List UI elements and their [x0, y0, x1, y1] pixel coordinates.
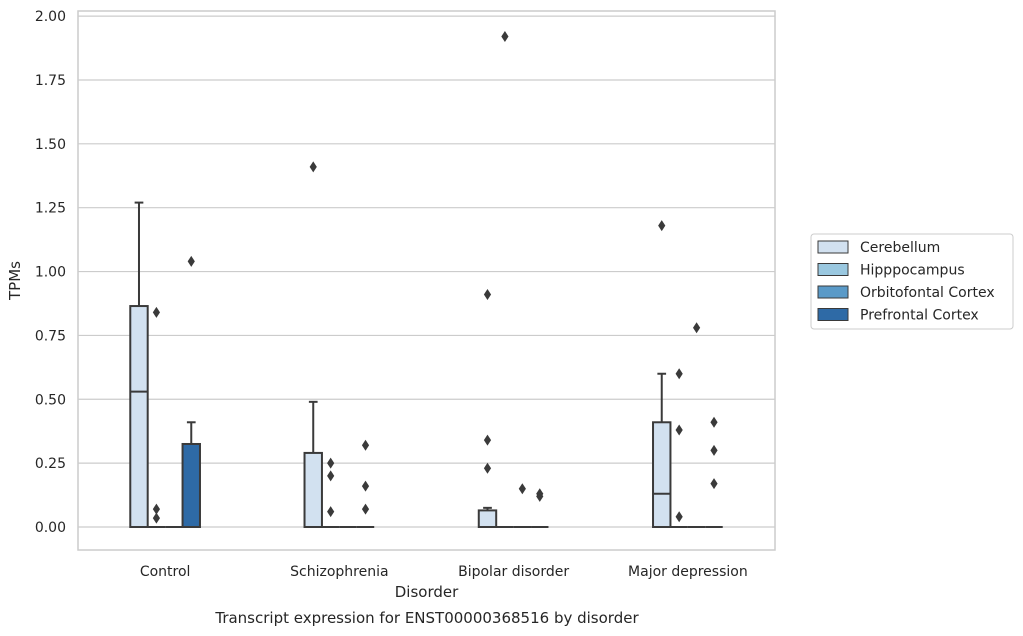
outlier-point	[361, 480, 370, 492]
outlier-point	[152, 306, 161, 318]
box-hipppocampus	[147, 306, 166, 529]
box-hipppocampus	[321, 457, 340, 529]
box-orbitofontal-cortex	[687, 322, 706, 529]
y-tick-label: 0.50	[35, 392, 66, 408]
legend-frame	[810, 233, 1014, 330]
outlier-point	[710, 444, 718, 456]
y-tick-label: 1.00	[35, 265, 66, 281]
y-tick-label: 1.25	[35, 201, 66, 217]
outlier-point	[483, 434, 492, 446]
outlier-point	[327, 457, 335, 469]
x-tick-label: Bipolar disorder	[458, 564, 569, 580]
outlier-point	[710, 416, 718, 428]
outlier-point	[658, 220, 666, 232]
y-tick-label: 0.75	[35, 328, 66, 344]
outlier-point	[187, 255, 195, 267]
box-prefrontal-cortex	[356, 439, 375, 529]
legend-swatch	[817, 263, 849, 276]
outlier-point	[710, 478, 718, 490]
outlier-point	[361, 503, 370, 515]
y-tick-labels: 0.00 0.25 0.50 0.75 1.00 1.25 1.50 1.75 2.00	[35, 9, 66, 536]
box-cerebellum	[477, 289, 498, 529]
chart-caption: Transcript expression for ENST0000036851…	[214, 609, 639, 627]
box-cerebellum	[652, 220, 672, 529]
outlier-point	[152, 512, 161, 524]
box-hipppocampus	[496, 31, 514, 529]
outlier-point	[675, 424, 683, 436]
box-body	[181, 442, 201, 529]
box-prefrontal-cortex	[531, 488, 549, 529]
box-cerebellum	[129, 201, 149, 529]
outlier-point	[675, 511, 683, 523]
box-prefrontal-cortex	[705, 416, 723, 529]
legend-swatch	[817, 285, 849, 299]
y-tick-label: 1.75	[35, 73, 66, 89]
outlier-point	[675, 368, 683, 380]
outlier-point	[483, 462, 492, 474]
y-tick-label: 0.00	[35, 520, 66, 536]
box-cerebellum	[303, 161, 323, 529]
x-axis-label: Disorder	[395, 583, 459, 601]
box-body	[303, 451, 323, 529]
legend-label: Orbitofontal Cortex	[860, 285, 995, 301]
outlier-point	[152, 503, 161, 515]
outlier-point	[327, 506, 335, 518]
y-tick-label: 1.50	[35, 137, 66, 153]
x-tick-label: Schizophrenia	[290, 564, 388, 580]
outlier-point	[692, 322, 701, 334]
legend-label: Prefrontal Cortex	[860, 308, 979, 324]
box-body	[129, 305, 149, 529]
box-body	[477, 509, 498, 529]
x-tick-label: Control	[140, 564, 191, 580]
outlier-point	[518, 483, 526, 495]
outlier-point	[327, 470, 335, 482]
y-tick-label: 2.00	[35, 9, 66, 25]
y-axis-label: TPMs	[6, 261, 24, 301]
legend-label: Hipppocampus	[860, 263, 965, 279]
outlier-point	[309, 161, 317, 173]
x-tick-label: Major depression	[628, 564, 748, 580]
legend-swatch	[817, 240, 849, 254]
legend-label: Cerebellum	[860, 240, 940, 256]
outlier-point	[536, 490, 544, 502]
box-body	[652, 421, 672, 529]
outlier-point	[361, 439, 370, 451]
y-tick-label: 0.25	[35, 456, 66, 472]
box-hipppocampus	[670, 368, 688, 529]
legend-swatch	[817, 308, 849, 321]
outlier-point	[501, 31, 509, 43]
box-layer	[129, 31, 723, 529]
x-tick-labels: Control Schizophrenia Bipolar disorder Majo…	[140, 564, 748, 580]
box-orbitofontal-cortex	[513, 483, 532, 529]
plot-frame	[77, 10, 776, 551]
box-prefrontal-cortex	[181, 255, 201, 529]
legend: Cerebellum Hipppocampus Orbitofontal Corte…	[810, 233, 1014, 330]
outlier-point	[483, 289, 492, 301]
